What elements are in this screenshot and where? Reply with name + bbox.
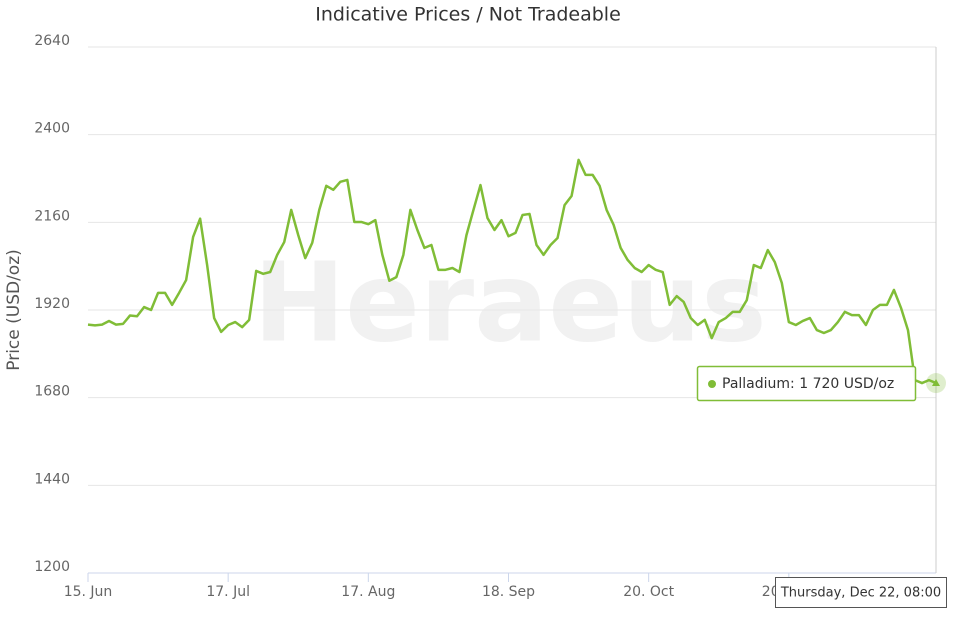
y-axis-label: Price (USD/oz) bbox=[4, 249, 24, 371]
price-line bbox=[87, 158, 937, 385]
background-layer: Heraeus 1200 1440 1680 1920 2160 2400 2640 15. J… bbox=[34, 33, 937, 600]
y-tick-label: 1680 bbox=[34, 384, 70, 400]
y-tick-label: 1440 bbox=[34, 471, 70, 487]
tooltip-dot bbox=[708, 380, 716, 388]
x-tick-label: 17. Jul bbox=[206, 584, 250, 600]
y-tick-label: 2400 bbox=[34, 121, 70, 137]
overlay-layer: Palladium: 1 720 USD/oz Thursday, Dec 22,… bbox=[696, 365, 947, 608]
tooltip-label: Palladium: 1 720 USD/oz bbox=[722, 376, 894, 392]
x-tick-label: 20. Oct bbox=[623, 584, 674, 600]
date-tooltip-label: Thursday, Dec 22, 08:00 bbox=[780, 586, 941, 601]
y-tick-label: 1920 bbox=[34, 296, 70, 312]
y-tick-label: 1200 bbox=[34, 559, 70, 575]
y-tick-label: 2640 bbox=[34, 33, 70, 49]
watermark: Heraeus bbox=[253, 238, 767, 366]
x-tick-label: 18. Sep bbox=[482, 584, 535, 600]
y-tick-label: 2160 bbox=[34, 208, 70, 224]
x-tick-label: 17. Aug bbox=[341, 584, 395, 600]
x-tick-label: 15. Jun bbox=[64, 584, 113, 600]
tooltip-box bbox=[696, 365, 917, 402]
hover-marker bbox=[932, 379, 940, 387]
date-tooltip-box bbox=[775, 577, 947, 608]
chart-title: Indicative Prices / Not Tradeable bbox=[315, 4, 621, 26]
plot-layer bbox=[87, 158, 946, 394]
